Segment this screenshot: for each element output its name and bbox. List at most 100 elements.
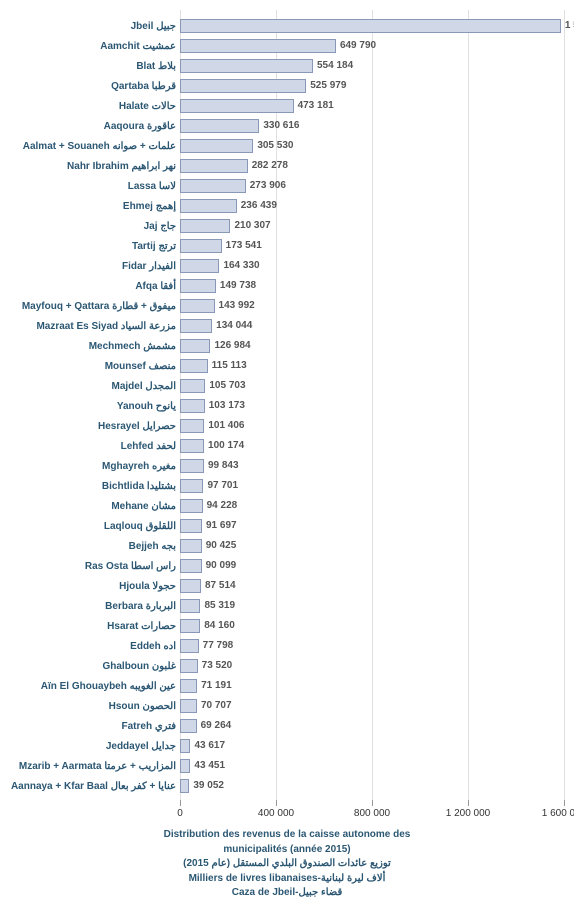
value-label: 305 530 <box>257 140 293 151</box>
category-label: Nahr Ibrahim نهر ابراهيم <box>67 161 176 172</box>
category-label: Berbara البربارة <box>105 601 176 612</box>
value-label: 97 701 <box>207 480 238 491</box>
bar <box>180 739 190 753</box>
category-label: Halate حالات <box>119 101 176 112</box>
x-tick <box>468 800 469 806</box>
category-label: Mayfouq + Qattara ميفوق + قطارة <box>22 301 176 312</box>
x-tick-label: 0 <box>177 808 183 819</box>
x-tick-label: 1 600 000 <box>542 808 574 819</box>
bar <box>180 59 313 73</box>
caption-line: توزيع عائدات الصندوق البلدي المستقل (عام… <box>10 857 564 871</box>
value-label: 554 184 <box>317 60 353 71</box>
category-label: Ras Osta راس اسطا <box>85 561 176 572</box>
category-label: Fatreh فتري <box>122 721 177 732</box>
bar <box>180 99 294 113</box>
bar-row: Afqa أفقا 149 738 <box>10 276 564 296</box>
x-tick <box>372 800 373 806</box>
value-label: 330 616 <box>263 120 299 131</box>
bar <box>180 539 202 553</box>
value-label: 71 191 <box>201 680 232 691</box>
category-label: Mzarib + Aarmata المزاريب + عرمتا <box>19 761 176 772</box>
value-label: 91 697 <box>206 520 237 531</box>
bar <box>180 779 189 793</box>
value-label: 101 406 <box>208 420 244 431</box>
category-label: Aamchit عمشيت <box>100 41 176 52</box>
bar <box>180 619 200 633</box>
bar-row: Nahr Ibrahim نهر ابراهيم 282 278 <box>10 156 564 176</box>
bar-row: Bejjeh بجه90 425 <box>10 536 564 556</box>
bar-row: Jbeil جبيل1 586 732 <box>10 16 564 36</box>
caption-line: Milliers de livres libanaises-ألاف ليرة … <box>10 872 564 886</box>
value-label: 282 278 <box>252 160 288 171</box>
value-label: 236 439 <box>241 200 277 211</box>
bar-row: Fatreh فتري69 264 <box>10 716 564 736</box>
value-label: 94 228 <box>207 500 238 511</box>
bar-row: Ras Osta راس اسطا 90 099 <box>10 556 564 576</box>
chart-captions: Distribution des revenus de la caisse au… <box>10 828 564 900</box>
bar <box>180 359 208 373</box>
value-label: 90 425 <box>206 540 237 551</box>
value-label: 164 330 <box>223 260 259 271</box>
bar <box>180 159 248 173</box>
category-label: Lassa لاسا <box>128 181 176 192</box>
category-label: Afqa أفقا <box>135 281 176 292</box>
category-label: Hsoun الحصون <box>109 701 176 712</box>
bar-row: Majdel المجدل 105 703 <box>10 376 564 396</box>
bar-row: Eddeh اده77 798 <box>10 636 564 656</box>
x-tick <box>276 800 277 806</box>
category-label: Bichtlida بشتليدا <box>102 481 176 492</box>
bar <box>180 499 203 513</box>
caption-line: municipalités (année 2015) <box>10 843 564 857</box>
bar-row: Halate حالات 473 181 <box>10 96 564 116</box>
bar-row: Laqlouq اللقلوق 91 697 <box>10 516 564 536</box>
bar-row: Berbara البربارة85 319 <box>10 596 564 616</box>
category-label: Mechmech مشمش <box>89 341 176 352</box>
value-label: 99 843 <box>208 460 239 471</box>
category-label: Majdel المجدل <box>112 381 176 392</box>
bar <box>180 119 259 133</box>
value-label: 90 099 <box>206 560 237 571</box>
value-label: 649 790 <box>340 40 376 51</box>
value-label: 43 617 <box>194 740 225 751</box>
bar-row: Ehmej إهمج236 439 <box>10 196 564 216</box>
bar-row: Aïn El Ghouaybeh عين الغويبه 71 191 <box>10 676 564 696</box>
plot-area: Jbeil جبيل1 586 732 Aamchit عمشيت 649 790 B… <box>10 10 564 800</box>
value-label: 149 738 <box>220 280 256 291</box>
x-tick-label: 800 000 <box>354 808 390 819</box>
bar-row: Aaqoura عاقورة 330 616 <box>10 116 564 136</box>
category-label: Ghalboun غلبون <box>102 661 176 672</box>
x-tick <box>564 800 565 806</box>
category-label: Aïn El Ghouaybeh عين الغويبه <box>41 681 176 692</box>
x-axis: 0400 000800 0001 200 0001 600 000 <box>10 800 564 826</box>
bar <box>180 259 219 273</box>
category-label: Aalmat + Souaneh علمات + صوانه <box>23 141 176 152</box>
bar <box>180 179 246 193</box>
bar-row: Mounsef منصف115 113 <box>10 356 564 376</box>
bar-row: Aalmat + Souaneh علمات + صوانه 305 530 <box>10 136 564 156</box>
bar <box>180 139 253 153</box>
bar-row: Yanouh يانوح103 173 <box>10 396 564 416</box>
bar <box>180 599 200 613</box>
category-label: Aaqoura عاقورة <box>104 121 176 132</box>
category-label: Mazraat Es Siyad مزرعة السياد <box>36 321 176 332</box>
value-label: 525 979 <box>310 80 346 91</box>
x-tick <box>180 800 181 806</box>
value-label: 143 992 <box>219 300 255 311</box>
bar <box>180 239 222 253</box>
bar-row: Aamchit عمشيت 649 790 <box>10 36 564 56</box>
category-label: Fidar الفيدار <box>122 261 176 272</box>
value-label: 105 703 <box>209 380 245 391</box>
category-label: Jbeil جبيل <box>131 21 176 32</box>
bar-row: Mazraat Es Siyad مزرعة السياد134 044 <box>10 316 564 336</box>
bar-row: Lassa لاسا273 906 <box>10 176 564 196</box>
category-label: Yanouh يانوح <box>117 401 176 412</box>
bar-row: Tartij ترتج173 541 <box>10 236 564 256</box>
value-label: 473 181 <box>298 100 334 111</box>
bar-row: Jaj جاج210 307 <box>10 216 564 236</box>
value-label: 39 052 <box>193 780 224 791</box>
category-label: Jaj جاج <box>144 221 176 232</box>
bar-row: Qartaba قرطبا525 979 <box>10 76 564 96</box>
value-label: 1 586 732 <box>565 20 574 31</box>
category-label: Laqlouq اللقلوق <box>104 521 176 532</box>
bar <box>180 519 202 533</box>
